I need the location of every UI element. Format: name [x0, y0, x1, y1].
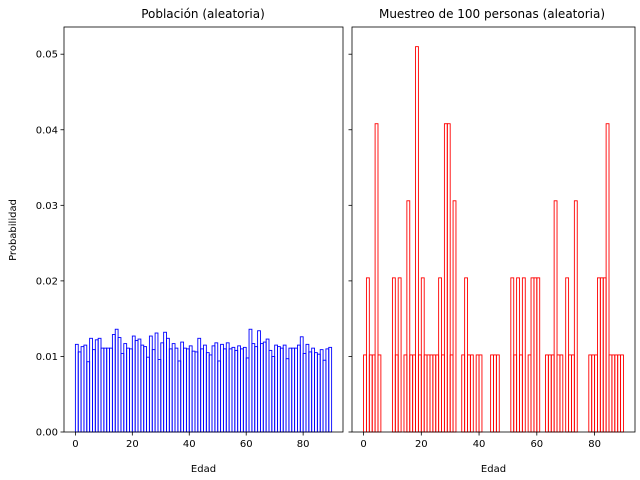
y-axis-label: Probabilidad	[8, 199, 19, 261]
x-tick-label: 80	[297, 439, 310, 450]
x-tick-label: 60	[530, 439, 543, 450]
y-ticks: 0.00 0.01 0.02 0.03 0.04 0.05	[36, 50, 64, 439]
x-tick-label: 40	[183, 439, 196, 450]
y-tick-label: 0.05	[36, 50, 58, 61]
x-tick-label: 0	[360, 439, 366, 450]
x-tick-label: 80	[588, 439, 601, 450]
x-tick-label: 20	[415, 439, 428, 450]
x-tick-label: 60	[240, 439, 253, 450]
x-tick-label: 20	[126, 439, 139, 450]
y-tick-label: 0.03	[36, 201, 58, 212]
panel-title: Muestreo de 100 personas (aleatoria)	[379, 7, 605, 21]
panel-population: Población (aleatoria) 0 20 40 60 80 0.00 0.01…	[8, 7, 344, 475]
y-tick-label: 0.01	[36, 352, 58, 363]
x-tick-label: 40	[473, 439, 486, 450]
y-tick-label: 0.00	[36, 428, 58, 439]
axes-frame	[351, 26, 636, 433]
panel-sample: Muestreo de 100 personas (aleatoria) 0 20…	[348, 7, 636, 475]
x-axis-label: Edad	[481, 464, 506, 475]
x-ticks: 0 20 40 60 80	[72, 432, 310, 450]
x-axis-label: Edad	[191, 464, 216, 475]
axes-frame	[63, 26, 344, 433]
y-ticks	[348, 53, 352, 433]
y-tick-label: 0.04	[36, 125, 58, 136]
y-tick-label: 0.02	[36, 276, 58, 287]
panel-title: Población (aleatoria)	[141, 7, 265, 21]
x-tick-label: 0	[72, 439, 78, 450]
x-ticks: 0 20 40 60 80	[360, 432, 601, 450]
